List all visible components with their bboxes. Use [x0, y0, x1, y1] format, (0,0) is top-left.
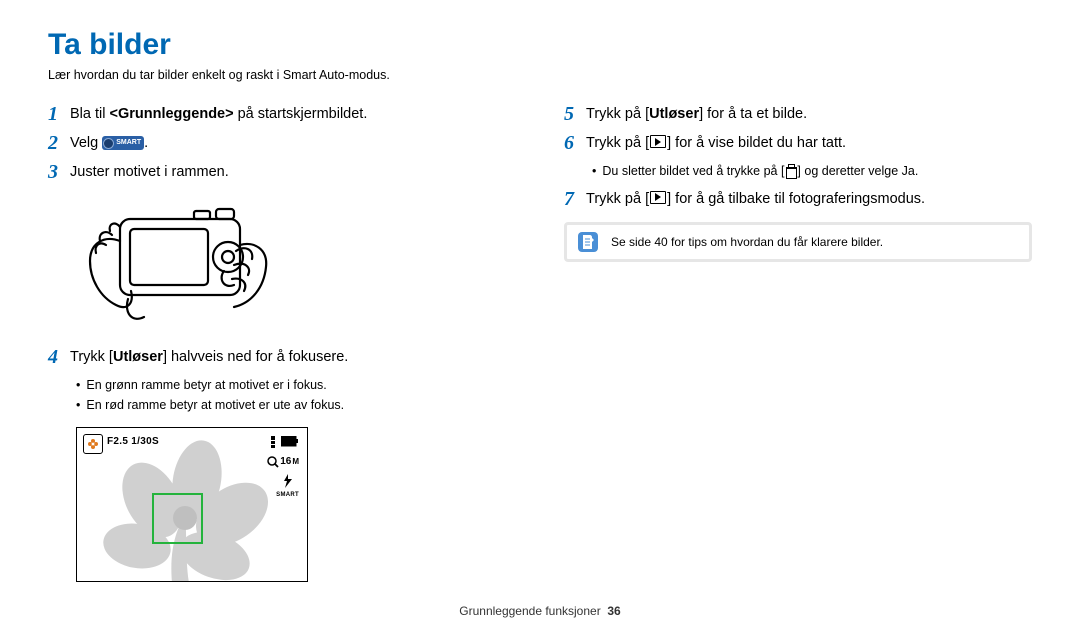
- left-column: 1 Bla til <Grunnleggende> på startskjerm…: [48, 104, 516, 582]
- note-icon: [577, 231, 599, 253]
- smart-mode-icon: SMART: [102, 136, 144, 150]
- bullet-item: En rød ramme betyr at motivet er ute av …: [76, 396, 516, 415]
- camera-preview-illustration: F2.5 1/30S 16M SMART: [76, 427, 308, 582]
- step-text-pre: Bla til: [70, 106, 110, 122]
- step-4-bullets: En grønn ramme betyr at motivet er i fok…: [48, 376, 516, 415]
- bullet-item: Du sletter bildet ved å trykke på [] og …: [592, 162, 1032, 181]
- right-column: 5 Trykk på [Utløser] for å ta et bilde. …: [564, 104, 1032, 582]
- step-text-pre: Trykk på [: [586, 135, 649, 151]
- step-text-post: ] for å vise bildet du har tatt.: [667, 135, 846, 151]
- step-4: 4 Trykk [Utløser] halvveis ned for å fok…: [48, 347, 516, 368]
- step-number: 4: [48, 346, 70, 368]
- page-subtitle: Lær hvordan du tar bilder enkelt og rask…: [48, 68, 1032, 82]
- step-number: 5: [564, 103, 586, 125]
- step-number: 3: [48, 161, 70, 183]
- step-text-pre: Trykk på [: [586, 106, 649, 122]
- step-text-bold: Utløser: [113, 349, 163, 365]
- step-number: 1: [48, 103, 70, 125]
- step-text-post: på startskjermbildet.: [234, 106, 368, 122]
- step-text-post: ] halvveis ned for å fokusere.: [163, 349, 348, 365]
- step-text-pre: Trykk på [: [586, 191, 649, 207]
- step-text: Juster motivet i rammen.: [70, 162, 516, 183]
- step-6: 6 Trykk på [ ] for å vise bildet du har t…: [564, 133, 1032, 154]
- footer-label: Grunnleggende funksjoner: [459, 604, 600, 618]
- step-text-post: ] for å ta et bilde.: [699, 106, 807, 122]
- step-3: 3 Juster motivet i rammen.: [48, 162, 516, 183]
- step-number: 7: [564, 188, 586, 210]
- note-text: Se side 40 for tips om hvordan du får kl…: [611, 235, 883, 249]
- focus-square: [152, 493, 203, 544]
- bullet-item: En grønn ramme betyr at motivet er i fok…: [76, 376, 516, 395]
- step-text-bold: Utløser: [649, 106, 699, 122]
- step-1: 1 Bla til <Grunnleggende> på startskjerm…: [48, 104, 516, 125]
- step-number: 2: [48, 132, 70, 154]
- camera-illustration: [76, 195, 516, 335]
- step-6-bullets: Du sletter bildet ved å trykke på [] og …: [564, 162, 1032, 181]
- step-2: 2 Velg SMART.: [48, 133, 516, 154]
- step-7: 7 Trykk på [ ] for å gå tilbake til fotog…: [564, 189, 1032, 210]
- page-footer: Grunnleggende funksjoner 36: [0, 604, 1080, 618]
- step-text-bold: <Grunnleggende>: [110, 106, 234, 122]
- trash-icon: [786, 165, 795, 176]
- step-text-post: .: [144, 135, 148, 151]
- step-text-pre: Trykk [: [70, 349, 113, 365]
- playback-icon: [650, 191, 666, 204]
- page-title: Ta bilder: [48, 28, 1032, 62]
- step-text-pre: Velg: [70, 135, 102, 151]
- playback-icon: [650, 135, 666, 148]
- step-number: 6: [564, 132, 586, 154]
- tip-note: Se side 40 for tips om hvordan du får kl…: [564, 222, 1032, 262]
- step-text-post: ] for å gå tilbake til fotograferingsmod…: [667, 191, 925, 207]
- footer-page-number: 36: [607, 604, 620, 618]
- step-5: 5 Trykk på [Utløser] for å ta et bilde.: [564, 104, 1032, 125]
